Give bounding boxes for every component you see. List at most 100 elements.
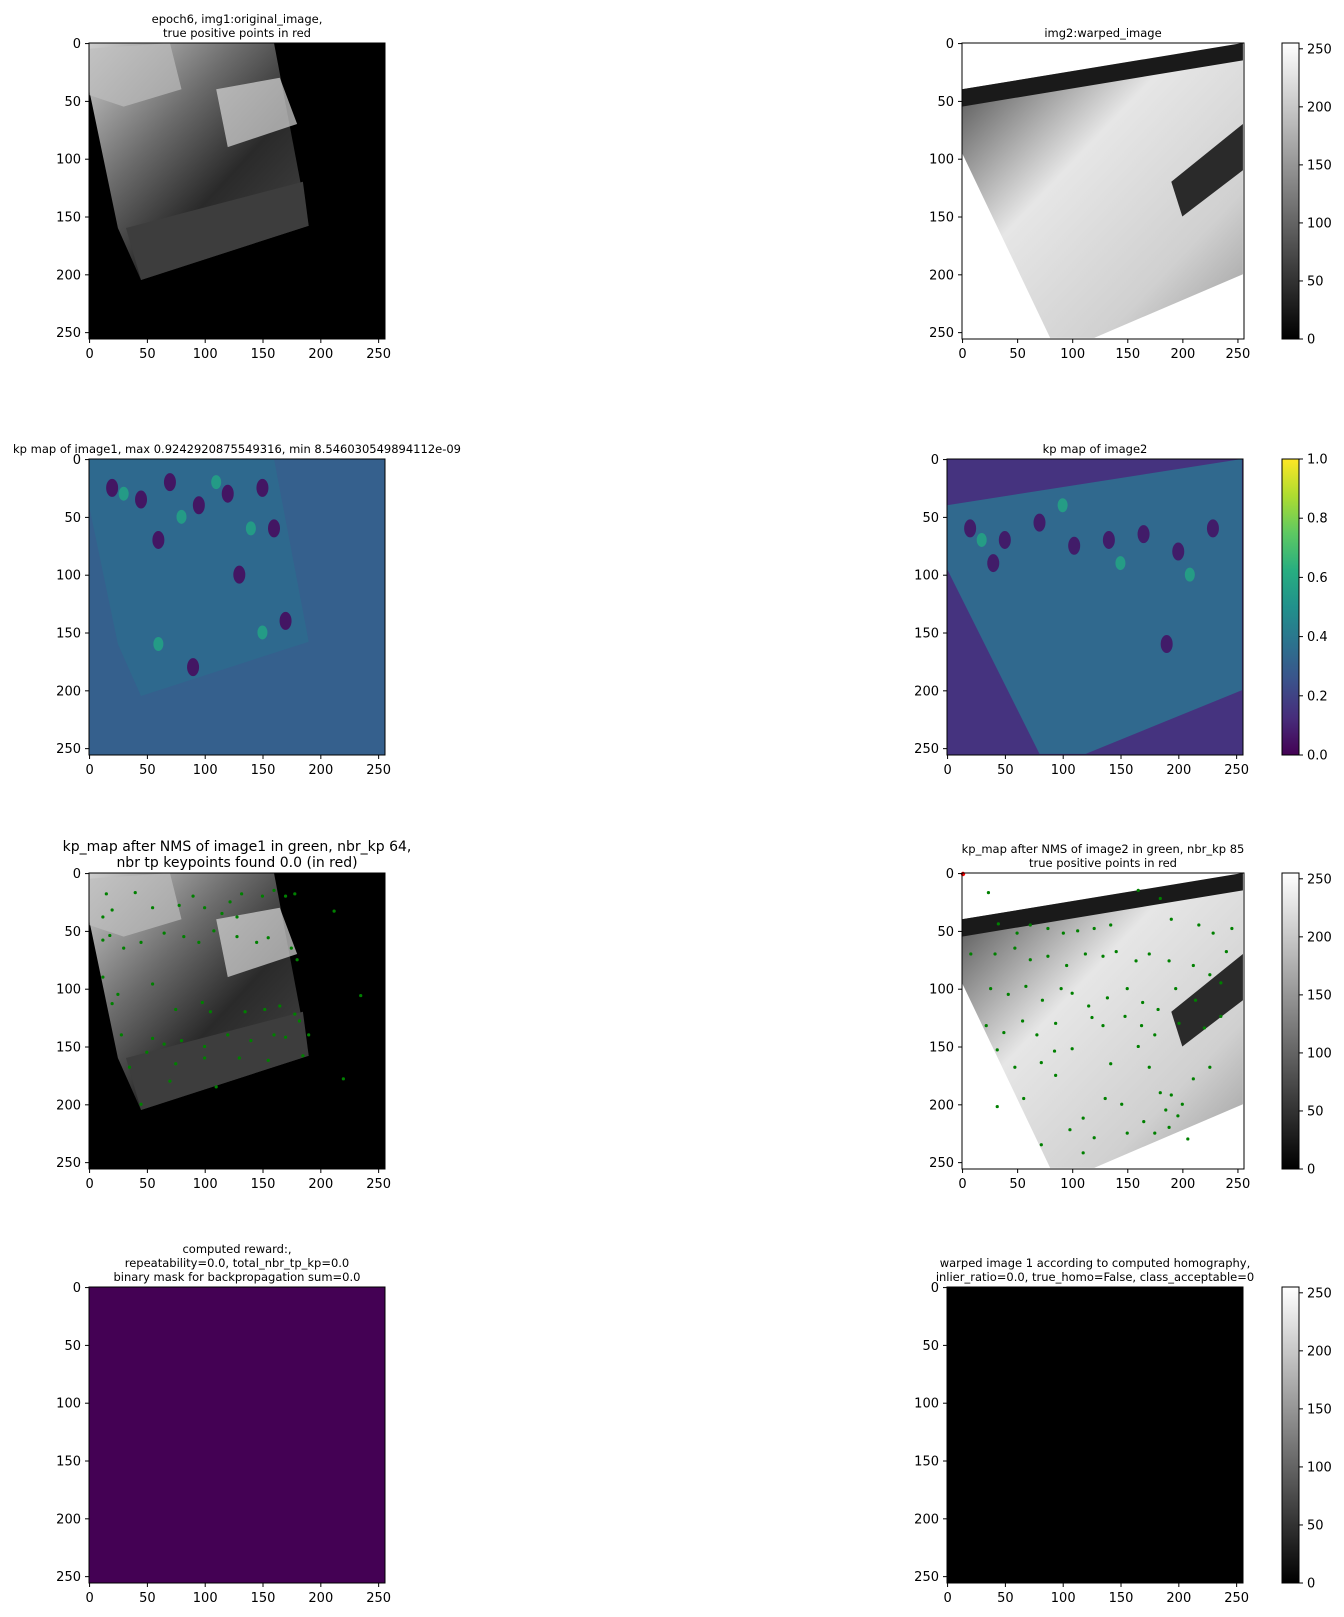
keypoint-marker [1103,1096,1107,1101]
keypoint-marker [191,894,195,898]
colorbar-tick-label: 50 [1307,1518,1324,1533]
heat-blob [1184,567,1195,582]
colorbar-tick-label: 0 [1307,1577,1315,1592]
keypoint-marker [203,906,207,910]
y-tick-label: 0 [73,867,81,882]
x-tick-label: 150 [1115,1177,1140,1192]
y-tick-label: 0 [73,37,81,52]
x-tick-label: 150 [1115,347,1140,362]
heat-blob [998,530,1011,549]
heat-content [89,459,309,697]
y-tick-label: 150 [914,1455,939,1470]
y-tick-label: 250 [56,742,81,757]
keypoint-marker [1147,1065,1151,1069]
keypoint-marker [1164,1108,1168,1112]
keypoint-marker [1230,926,1234,931]
keypoint-marker [993,952,997,956]
y-tick-label: 250 [56,326,81,341]
keypoint-marker [226,1033,230,1037]
subplot-title: epoch6, img1:original_image, [152,12,323,26]
keypoint-marker [197,940,201,944]
colorbar [1281,1286,1300,1584]
y-tick-label: 50 [64,925,81,940]
keypoint-marker [133,891,137,895]
y-tick-label: 100 [56,153,81,168]
keypoint-marker [101,938,105,942]
keypoint-marker [1059,987,1063,991]
colorbar-tick-label: 0 [1307,333,1315,348]
keypoint-marker [266,936,270,940]
heat-blob [135,490,148,509]
keypoint-marker [1101,954,1105,958]
keypoint-marker [1208,1065,1212,1069]
keypoint-marker [200,1000,204,1005]
y-tick-label: 50 [64,95,81,110]
keypoint-marker [1167,1125,1171,1129]
y-tick-label: 250 [914,742,939,757]
keypoint-marker [177,903,181,907]
heat-blob [1115,556,1126,571]
keypoint-marker [332,909,336,913]
x-tick-label: 150 [1109,763,1134,778]
x-tick-label: 50 [139,1177,156,1192]
x-tick-label: 100 [193,347,218,362]
x-tick-label: 50 [997,763,1014,778]
heat-content [947,459,1242,754]
keypoint-marker [359,993,363,998]
keypoint-marker [1070,991,1074,995]
keypoint-marker [1224,950,1228,954]
x-tick-label: 150 [251,1591,276,1606]
keypoint-marker [996,922,1000,926]
keypoint-marker [1020,1019,1025,1023]
heat-blob [987,554,1000,573]
keypoint-marker [1081,1116,1085,1120]
keypoint-marker [289,946,293,950]
keypoint-marker [203,1056,207,1060]
keypoint-marker [995,1104,999,1109]
colorbar-tick-label: 100 [1307,1460,1332,1475]
keypoint-marker [235,915,239,919]
heat-blob [256,478,269,497]
keypoint-marker [1193,998,1198,1002]
x-tick-label: 0 [958,1177,966,1192]
x-tick-label: 0 [85,763,93,778]
subplot-1: 0 50 100 150 200 250 0 50 100 150 200 250 epoch6, im… [56,12,391,362]
keypoint-marker [110,1002,114,1006]
subplot-3: 0 50 100 150 200 250 0 50 100 150 200 250 kp map of … [13,442,461,778]
keypoint-marker [1081,1151,1085,1155]
colorbar-tick-label: 0.6 [1307,571,1328,586]
keypoint-marker [1105,996,1110,1000]
colorbar-tick-label: 0.0 [1307,749,1328,764]
keypoint-marker [1083,952,1087,956]
keypoint-marker [995,1048,999,1052]
keypoint-marker [237,1056,241,1060]
x-tick-label: 0 [85,1591,93,1606]
x-tick-label: 100 [1051,1591,1076,1606]
subplot-title: kp map of image1, max 0.9242920875549316… [13,442,461,456]
x-tick-label: 200 [308,1177,333,1192]
keypoint-marker [1090,1015,1094,1020]
colorbar-tick-label: 50 [1307,1104,1324,1119]
colorbar-tick-label: 200 [1307,100,1332,115]
x-tick-label: 150 [1109,1591,1134,1606]
x-tick-label: 250 [366,1177,391,1192]
image-area [89,1287,385,1583]
y-tick-label: 100 [56,983,81,998]
keypoint-marker [1134,959,1138,963]
x-tick-label: 100 [193,1177,218,1192]
keypoint-marker [1013,946,1017,950]
keypoint-marker [1153,1033,1157,1037]
dark-band [962,873,1243,937]
colorbar-tick-label: 250 [1307,42,1332,57]
keypoint-marker [1070,1047,1074,1051]
keypoint-marker [1052,1049,1057,1053]
axes-frame [946,1286,1244,1584]
keypoint-marker [1191,1077,1195,1081]
heat-blob [211,475,222,490]
axes-frame [961,872,1245,1170]
keypoint-marker [1191,963,1195,968]
heat-blob [152,530,165,549]
colorbar-tick-label: 0.4 [1307,630,1328,645]
houses-region [89,873,182,937]
y-tick-label: 150 [56,211,81,226]
